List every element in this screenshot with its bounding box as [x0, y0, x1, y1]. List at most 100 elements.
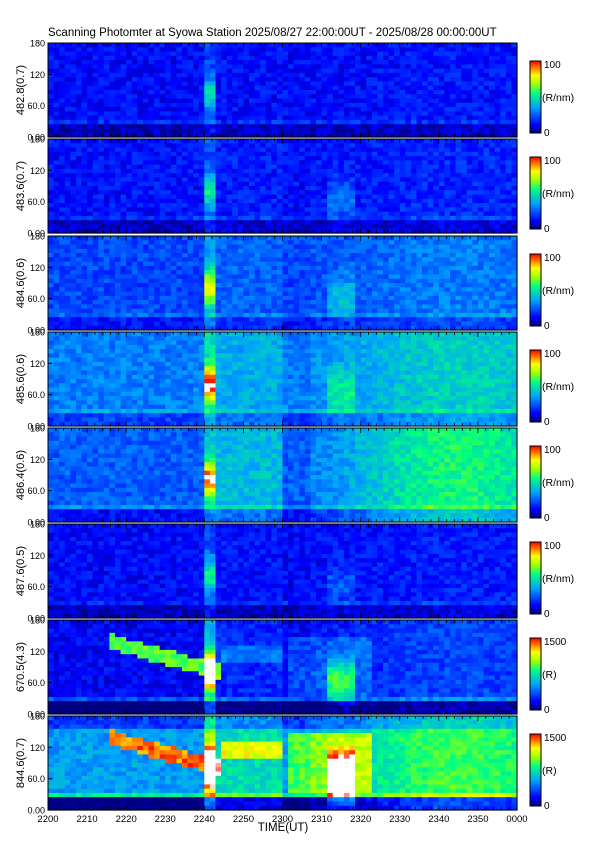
heatmap-cell: [204, 253, 211, 258]
heatmap-cell: [232, 287, 239, 293]
heatmap-cell: [103, 261, 111, 267]
heatmap-cell: [64, 198, 71, 204]
heatmap-cell: [321, 139, 328, 144]
heatmap-cell: [472, 203, 479, 208]
heatmap-cell: [427, 207, 434, 213]
heatmap-cell: [321, 68, 328, 74]
heatmap-cell: [410, 115, 418, 121]
heatmap-cell: [126, 321, 133, 327]
heatmap-cell: [394, 207, 401, 213]
heatmap-cell: [221, 168, 228, 174]
heatmap-cell: [505, 47, 513, 53]
heatmap-cell: [64, 85, 71, 91]
heatmap-cell: [237, 111, 245, 117]
heatmap-cell: [232, 194, 239, 200]
heatmap-cell: [500, 47, 507, 53]
heatmap-cell: [48, 240, 55, 246]
heatmap-cell: [500, 68, 507, 74]
heatmap-cell: [304, 274, 312, 280]
heatmap-cell: [472, 186, 479, 191]
heatmap-cell: [282, 143, 289, 149]
heatmap-cell: [92, 181, 99, 187]
heatmap-cell: [243, 119, 250, 125]
heatmap-cell: [299, 173, 306, 179]
heatmap-cell: [53, 143, 60, 149]
heatmap-cell: [53, 77, 60, 83]
heatmap-cell: [260, 270, 267, 276]
heatmap-cell: [455, 107, 462, 112]
heatmap-cell: [416, 111, 423, 117]
heatmap-cell: [237, 291, 245, 297]
heatmap-cell: [366, 132, 373, 138]
heatmap-cell: [316, 181, 323, 187]
heatmap-cell: [371, 81, 379, 87]
heatmap-cell: [81, 224, 88, 230]
heatmap-cell: [165, 295, 172, 301]
heatmap-cell: [288, 317, 295, 323]
heatmap-cell: [271, 224, 278, 230]
heatmap-cell: [282, 85, 289, 91]
heatmap-cell: [472, 190, 479, 196]
heatmap-cell: [126, 308, 133, 314]
heatmap-cell: [288, 164, 295, 170]
heatmap-cell: [232, 102, 239, 108]
heatmap-cell: [254, 173, 261, 179]
heatmap-cell: [427, 160, 434, 166]
heatmap-cell: [271, 173, 278, 179]
heatmap-cell: [249, 321, 256, 327]
heatmap-cell: [355, 173, 362, 179]
heatmap-cell: [288, 287, 295, 293]
heatmap-cell: [494, 124, 501, 130]
heatmap-cell: [349, 151, 356, 157]
heatmap-cell: [187, 283, 194, 288]
heatmap-cell: [243, 261, 250, 267]
heatmap-cell: [137, 274, 144, 280]
heatmap-cell: [92, 164, 99, 170]
heatmap-cell: [109, 287, 116, 293]
heatmap-cell: [59, 119, 66, 125]
heatmap-cell: [243, 198, 250, 204]
heatmap-cell: [120, 147, 127, 153]
heatmap-cell: [165, 308, 172, 314]
heatmap-cell: [511, 211, 518, 217]
heatmap-cell: [461, 139, 468, 144]
heatmap-cell: [282, 270, 289, 276]
heatmap-cell: [182, 190, 189, 196]
heatmap-cell: [254, 55, 261, 61]
heatmap-cell: [360, 186, 367, 191]
heatmap-cell: [87, 287, 94, 293]
heatmap-cell: [483, 168, 490, 174]
heatmap-cell: [455, 81, 462, 87]
heatmap-cell: [87, 215, 94, 221]
heatmap-cell: [142, 228, 150, 234]
heatmap-cell: [187, 124, 194, 130]
heatmap-cell: [416, 207, 423, 213]
heatmap-cell: [243, 295, 250, 301]
heatmap-cell: [243, 317, 250, 323]
heatmap-cell: [215, 278, 222, 284]
heatmap-cell: [131, 177, 138, 183]
heatmap-cell: [366, 173, 373, 179]
heatmap-cell: [53, 94, 60, 100]
heatmap-cell: [237, 164, 245, 170]
heatmap-cell: [209, 300, 217, 305]
heatmap-cell: [232, 168, 239, 174]
heatmap-cell: [243, 111, 250, 117]
heatmap-cell: [70, 207, 77, 213]
heatmap-cell: [182, 128, 189, 134]
heatmap-cell: [500, 181, 507, 187]
heatmap-cell: [249, 325, 256, 331]
heatmap-cell: [288, 85, 295, 91]
heatmap-cell: [154, 164, 161, 170]
heatmap-cell: [198, 211, 205, 217]
heatmap-cell: [103, 64, 111, 70]
heatmap-cell: [433, 107, 440, 112]
heatmap-cell: [477, 228, 485, 234]
heatmap-cell: [427, 147, 434, 153]
heatmap-cell: [115, 85, 122, 91]
heatmap-cell: [193, 111, 200, 117]
heatmap-cell: [249, 168, 256, 174]
heatmap-cell: [276, 215, 284, 221]
heatmap-cell: [92, 317, 99, 323]
heatmap-cell: [131, 265, 138, 271]
